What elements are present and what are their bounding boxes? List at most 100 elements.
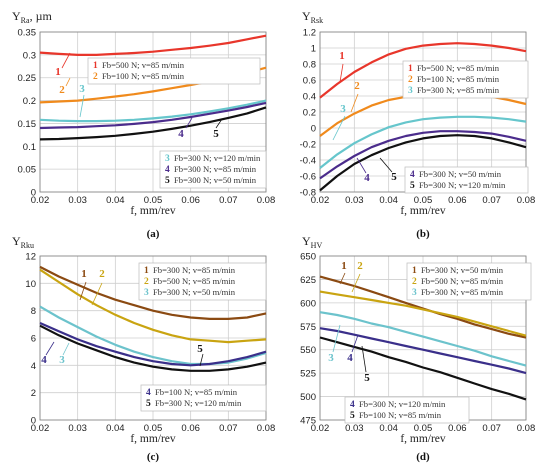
legend-entry: Fb=300 N; v=50 m/min [153, 287, 236, 297]
legend-number: 2 [144, 277, 149, 287]
series-line-4 [319, 327, 527, 375]
series-line-3 [319, 115, 527, 169]
legend-entry: Fb=500 N; v=85 m/min [417, 63, 500, 73]
series-leader-line [339, 272, 346, 285]
x-tick-label: 0.02 [311, 423, 330, 434]
legend-number: 3 [412, 288, 417, 298]
legend-box [344, 396, 470, 424]
legend-entry: Fb=300 N; v=85 m/min [174, 164, 257, 174]
series-number-label: 3 [340, 103, 346, 115]
series-line-4 [319, 130, 527, 180]
legend-entry: Fb=300 N; v=120 m/min [419, 180, 506, 190]
series-line-4 [39, 101, 267, 130]
y-tick-label: 0.35 [18, 28, 37, 39]
legend-box [159, 150, 267, 189]
series-number-label: 3 [59, 354, 65, 366]
legend-box [87, 57, 261, 85]
legend-number: 1 [93, 61, 98, 71]
series-number-label: 2 [357, 260, 363, 272]
y-axis-title-subscript: HV [311, 241, 323, 250]
series-leader-line [215, 118, 223, 129]
series-number-label: 5 [391, 171, 397, 183]
x-tick-label: 0.05 [414, 195, 433, 206]
legend-box [402, 60, 529, 99]
y-tick-label: 600 [300, 298, 316, 309]
series-leader-line [332, 115, 346, 141]
x-axis-title: f, mm/rev [130, 433, 176, 445]
y-axis-title-main: Y [12, 9, 21, 23]
series-number-label: 2 [354, 80, 360, 92]
x-tick-label: 0.02 [31, 195, 50, 206]
series-line-1 [319, 42, 527, 99]
x-tick-label: 0.02 [311, 195, 330, 206]
y-axis-title: YRa, µm [12, 9, 52, 25]
legend-number: 3 [165, 154, 170, 164]
y-axis-title-subscript: Rku [21, 241, 34, 250]
series-number-label: 5 [197, 343, 203, 355]
series-line-2 [39, 268, 267, 344]
series-line-5 [319, 336, 527, 401]
plot-frame [39, 255, 267, 421]
legend-entry: Fb=300 N; v=120 m/min [359, 399, 446, 409]
y-tick-label: 625 [300, 275, 316, 286]
legend-number: 3 [408, 86, 413, 96]
series-number-label: 3 [328, 352, 334, 364]
y-tick-label: 500 [300, 392, 316, 403]
y-tick-label: 575 [300, 322, 316, 333]
series-leader-line [61, 52, 71, 69]
series-line-5 [39, 324, 267, 372]
series-leader-line [62, 342, 70, 356]
y-tick-label: 650 [300, 252, 316, 263]
legend-number: 1 [144, 266, 149, 276]
legend-box [404, 166, 529, 194]
series-leader-line [351, 273, 361, 293]
legend-box [140, 384, 267, 412]
legend-entry: Fb=300 N; v=120 m/min [155, 398, 242, 408]
series-leader-line [79, 94, 85, 118]
y-axis-title-subscript: Rsk [311, 16, 323, 25]
legend-entry: Fb=300 N; v=50 m/min [419, 169, 502, 179]
legend-number: 1 [412, 266, 417, 276]
series-number-label: 2 [99, 268, 105, 280]
y-tick-label: 0.3 [23, 50, 36, 61]
legend-number: 1 [408, 64, 413, 74]
legend-entry: Fb=300 N; v=50 m/min [174, 175, 257, 185]
y-tick-label: 0.15 [18, 119, 37, 130]
legend-entry: Fb=300 N; v=85 m/min [417, 85, 500, 95]
series-line-2 [319, 290, 527, 337]
x-tick-label: 0.02 [31, 423, 50, 434]
y-tick-label: 0 [31, 188, 36, 199]
series-number-label: 5 [364, 372, 370, 384]
y-tick-label: 10 [25, 279, 36, 290]
y-tick-label: 525 [300, 369, 316, 380]
series-line-5 [319, 134, 527, 192]
legend-box [406, 262, 532, 301]
y-tick-label: 0.05 [18, 165, 37, 176]
series-leader-line [185, 117, 193, 129]
chart-panel-b: 0.02 0.03 0.04 0.05 0.06 0.07 0.08 -0.8 -0.6 -0.4… [300, 9, 536, 240]
panel-label: (b) [416, 228, 430, 240]
y-tick-label: -0.4 [300, 156, 316, 167]
y-tick-label: 6 [31, 334, 36, 345]
y-tick-label: 0 [31, 416, 36, 427]
y-tick-label: 4 [31, 361, 36, 372]
x-axis-title: f, mm/rev [400, 205, 446, 217]
x-tick-label: 0.03 [68, 195, 87, 206]
legend-entry: Fb=300 N; v=120 m/min [174, 153, 261, 163]
series-leader-line [79, 281, 87, 301]
y-tick-label: -0.6 [300, 172, 316, 183]
series-leader-line [332, 324, 341, 353]
x-tick-label: 0.08 [257, 195, 276, 206]
series-leader-line [199, 353, 204, 367]
x-tick-label: 0.06 [448, 423, 467, 434]
series-number-label: 4 [347, 352, 353, 364]
series-leader-line [339, 63, 344, 83]
legend-entry: Fb=500 N; v=85 m/min [102, 60, 185, 70]
y-axis-title: YHV [302, 234, 322, 250]
series-leader-line [356, 157, 367, 174]
x-tick-label: 0.08 [517, 195, 536, 206]
series-number-label: 4 [364, 172, 370, 184]
series-leader-line [91, 282, 103, 306]
